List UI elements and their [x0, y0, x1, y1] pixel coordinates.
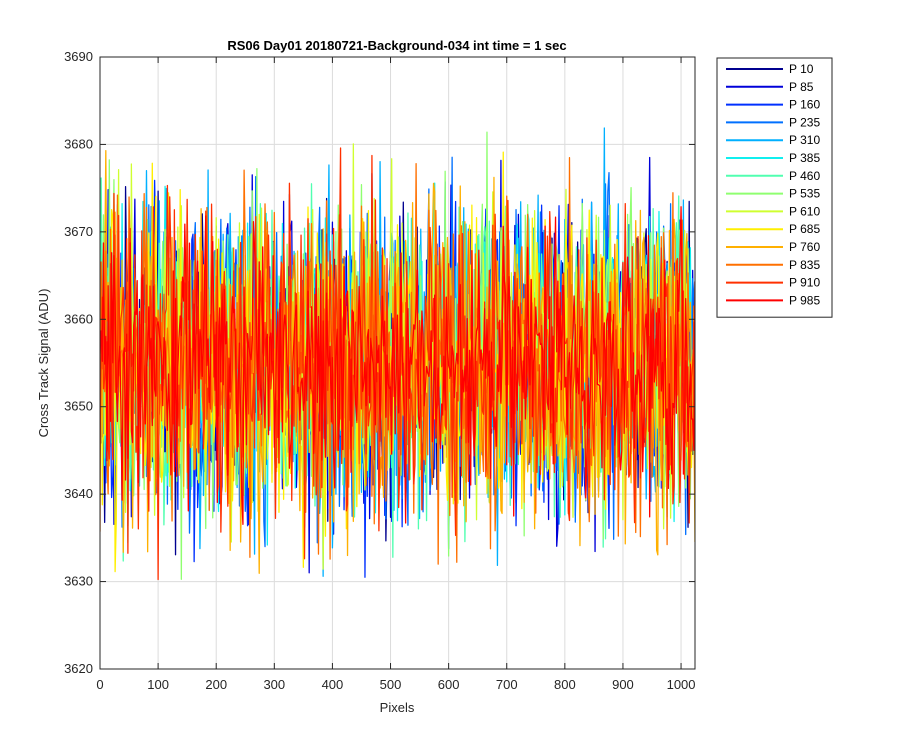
legend-label: P 760	[789, 240, 820, 254]
x-tick-label: 800	[554, 677, 576, 692]
y-tick-label: 3670	[64, 224, 93, 239]
y-tick-label: 3660	[64, 311, 93, 326]
x-tick-label: 900	[612, 677, 634, 692]
legend-label: P 385	[789, 151, 820, 165]
ticks: 0 100 200 300 400 500 600 700 800 900 1000 3620 3630…	[64, 49, 695, 692]
y-tick-label: 3690	[64, 49, 93, 64]
axes-frame	[99, 56, 696, 670]
x-tick-label: 1000	[667, 677, 696, 692]
legend-label: P 685	[789, 222, 820, 236]
y-axis-label: Cross Track Signal (ADU)	[36, 289, 51, 438]
legend-label: P 160	[789, 98, 820, 112]
legend-label: P 310	[789, 133, 820, 147]
legend-label: P 610	[789, 204, 820, 218]
x-tick-label: 600	[438, 677, 460, 692]
plot-clip	[100, 127, 695, 581]
y-tick-label: 3650	[64, 399, 93, 414]
series-line-p910	[100, 147, 695, 581]
y-tick-label: 3680	[64, 136, 93, 151]
chart-title: RS06 Day01 20180721-Background-034 int t…	[227, 38, 566, 53]
legend-label: P 535	[789, 187, 820, 201]
x-axis-label: Pixels	[380, 700, 415, 715]
x-tick-label: 0	[96, 677, 103, 692]
legend-box	[716, 57, 833, 318]
y-tick-label: 3620	[64, 661, 93, 676]
legend: P 10 P 85 P 160 P 235 P 310 P 385 P 460 P 535 P …	[716, 57, 833, 318]
x-tick-label: 700	[496, 677, 518, 692]
legend-label: P 460	[789, 169, 820, 183]
x-tick-label: 100	[147, 677, 169, 692]
x-tick-label: 300	[263, 677, 285, 692]
legend-label: P 910	[789, 276, 820, 290]
series-layer	[100, 127, 695, 581]
y-tick-label: 3630	[64, 574, 93, 589]
legend-label: P 985	[789, 293, 820, 307]
legend-label: P 235	[789, 115, 820, 129]
legend-label: P 835	[789, 258, 820, 272]
x-tick-label: 400	[322, 677, 344, 692]
legend-label: P 10	[789, 62, 814, 76]
x-tick-label: 200	[205, 677, 227, 692]
x-tick-label: 500	[380, 677, 402, 692]
legend-label: P 85	[789, 80, 814, 94]
y-tick-label: 3640	[64, 486, 93, 501]
series-line-p985	[100, 206, 695, 525]
